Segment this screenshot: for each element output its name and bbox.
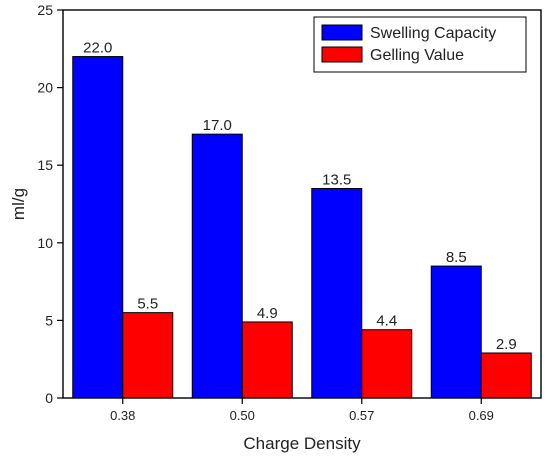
legend-swatch-gelling-value: [321, 46, 363, 63]
data-label-gelling-value: 4.9: [257, 305, 278, 322]
data-label-gelling-value: 5.5: [137, 296, 158, 313]
y-tick-label: 20: [37, 80, 53, 96]
y-tick-label: 15: [37, 157, 53, 173]
data-label-swelling-capacity: 17.0: [203, 117, 232, 134]
bar-gelling-value: [241, 321, 293, 399]
bar-gelling-value: [361, 329, 413, 399]
bar-gelling-value: [480, 352, 532, 399]
y-tick-label: 25: [37, 2, 53, 18]
data-label-swelling-capacity: 22.0: [83, 40, 112, 57]
x-tick-label: 0.38: [110, 408, 135, 423]
bar-swelling-capacity: [311, 187, 363, 399]
data-label-swelling-capacity: 13.5: [322, 171, 351, 188]
legend: Swelling Capacity Gelling Value: [313, 16, 527, 73]
x-axis-label: Charge Density: [243, 434, 361, 453]
axis-ticks: 0.38 0.50 0.57 0.69 0 5 10 15 20 25: [37, 2, 493, 423]
bar-swelling-capacity: [430, 265, 482, 399]
bar-gelling-value: [122, 312, 174, 399]
y-tick-label: 10: [37, 235, 53, 251]
legend-label-gelling-value: Gelling Value: [370, 47, 464, 64]
data-label-gelling-value: 2.9: [496, 336, 517, 353]
y-tick-label: 0: [45, 390, 53, 406]
x-tick-label: 0.50: [230, 408, 255, 423]
bar-swelling-capacity: [72, 56, 124, 399]
plot-frame: [62, 9, 542, 399]
legend-swatch-swelling-capacity: [321, 24, 363, 41]
plot-marks: 22.0 5.5 17.0 4.9 13.5 4.4 8.5 2.9: [72, 40, 532, 399]
data-label-swelling-capacity: 8.5: [446, 249, 467, 266]
x-tick-label: 0.69: [469, 408, 494, 423]
bar-swelling-capacity: [191, 133, 243, 399]
data-label-gelling-value: 4.4: [376, 313, 397, 330]
x-tick-label: 0.57: [349, 408, 374, 423]
y-tick-label: 5: [45, 312, 53, 328]
legend-label-swelling-capacity: Swelling Capacity: [370, 25, 496, 42]
y-axis-label: ml/g: [9, 188, 28, 220]
